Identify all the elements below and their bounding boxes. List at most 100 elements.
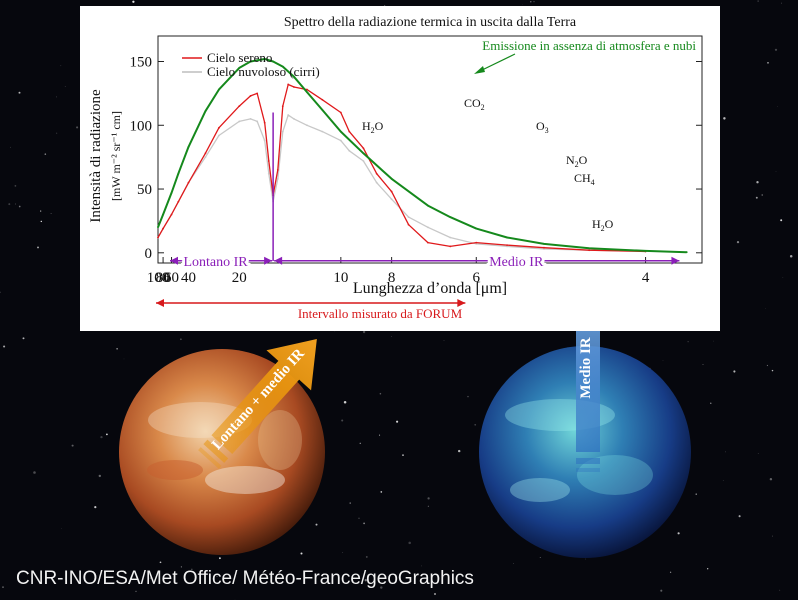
- star: [779, 589, 781, 591]
- star: [61, 528, 62, 529]
- star: [56, 96, 57, 98]
- data-point: [281, 130, 284, 133]
- data-point: [543, 242, 545, 245]
- star: [342, 552, 344, 553]
- mid-ir-label: Medio IR: [489, 255, 544, 270]
- green-curve-label: Emissione in assenza di atmosfera e nubi: [482, 38, 696, 53]
- data-point: [543, 246, 545, 249]
- star: [364, 579, 367, 582]
- star: [408, 541, 411, 545]
- star: [71, 444, 74, 447]
- data-point: [506, 245, 508, 248]
- data-point: [293, 86, 295, 88]
- star: [365, 555, 368, 558]
- series-line-no-atmosphere: [157, 58, 687, 254]
- star: [180, 566, 182, 568]
- star: [474, 423, 477, 426]
- data-point: [588, 249, 591, 252]
- data-point: [204, 110, 207, 113]
- star: [530, 1, 532, 3]
- star: [359, 442, 361, 444]
- data-point: [321, 98, 324, 101]
- data-point: [475, 227, 478, 230]
- star: [300, 552, 303, 555]
- data-point: [362, 160, 365, 162]
- star: [702, 364, 704, 365]
- data-point: [449, 216, 452, 218]
- series-line-cloudy-sky: [157, 114, 646, 253]
- legend: Cielo sereno Cielo nuvoloso (cirri): [182, 50, 320, 79]
- spectrum-chart: Spettro della radiazione termica in usci…: [88, 15, 703, 321]
- star: [772, 535, 774, 537]
- star: [100, 435, 103, 439]
- star: [56, 132, 58, 134]
- star: [50, 212, 52, 214]
- star: [738, 515, 741, 518]
- data-point: [390, 198, 393, 201]
- star: [384, 5, 386, 6]
- star: [769, 477, 773, 481]
- image-credit: CNR-INO/ESA/Met Office/ Météo-France/geo…: [16, 568, 474, 589]
- data-point: [427, 226, 429, 229]
- data-point: [407, 223, 410, 226]
- star: [149, 577, 151, 579]
- star: [767, 62, 769, 64]
- x-tick-label: 6: [473, 270, 481, 286]
- data-point: [267, 160, 270, 162]
- x-tick-label: 20: [232, 270, 247, 286]
- data-point: [390, 177, 393, 180]
- star: [18, 91, 21, 94]
- star: [713, 340, 714, 342]
- data-point: [263, 139, 266, 142]
- arrowhead-icon: [274, 256, 283, 265]
- molecule-label: O3: [536, 119, 549, 135]
- data-point: [339, 130, 342, 133]
- data-point: [475, 241, 478, 244]
- data-point: [287, 114, 290, 116]
- legend-label-clear: Cielo sereno: [207, 50, 272, 65]
- chart-panel: Spettro della radiazione termica in usci…: [80, 6, 720, 331]
- star: [733, 370, 736, 373]
- data-point: [375, 172, 378, 175]
- data-point: [238, 120, 241, 123]
- star: [710, 402, 712, 404]
- star: [341, 419, 344, 422]
- star: [467, 395, 469, 398]
- star: [180, 338, 182, 341]
- data-point: [407, 216, 410, 218]
- star: [379, 392, 382, 395]
- molecule-label: H2O: [362, 119, 384, 135]
- star: [44, 153, 47, 155]
- data-point: [339, 139, 342, 142]
- data-point: [256, 120, 259, 123]
- star: [0, 291, 1, 293]
- star: [757, 0, 759, 2]
- data-point: [170, 213, 173, 216]
- star: [677, 532, 680, 535]
- star: [315, 523, 318, 526]
- star: [358, 517, 360, 519]
- data-point: [263, 121, 266, 124]
- star: [539, 557, 541, 558]
- star: [780, 2, 782, 4]
- data-point: [348, 130, 351, 133]
- star: [349, 502, 351, 504]
- data-point: [249, 117, 252, 120]
- series-line-clear-sky: [157, 83, 646, 253]
- data-point: [375, 181, 378, 184]
- star: [18, 205, 21, 208]
- data-point: [449, 236, 452, 239]
- data-point: [204, 152, 207, 155]
- star: [159, 561, 162, 564]
- data-point: [276, 177, 279, 180]
- y-tick-label: 150: [130, 55, 153, 71]
- star: [777, 106, 779, 107]
- data-point: [506, 236, 508, 239]
- star: [427, 497, 430, 500]
- star: [191, 568, 193, 570]
- data-point: [170, 191, 173, 194]
- data-point: [157, 226, 159, 229]
